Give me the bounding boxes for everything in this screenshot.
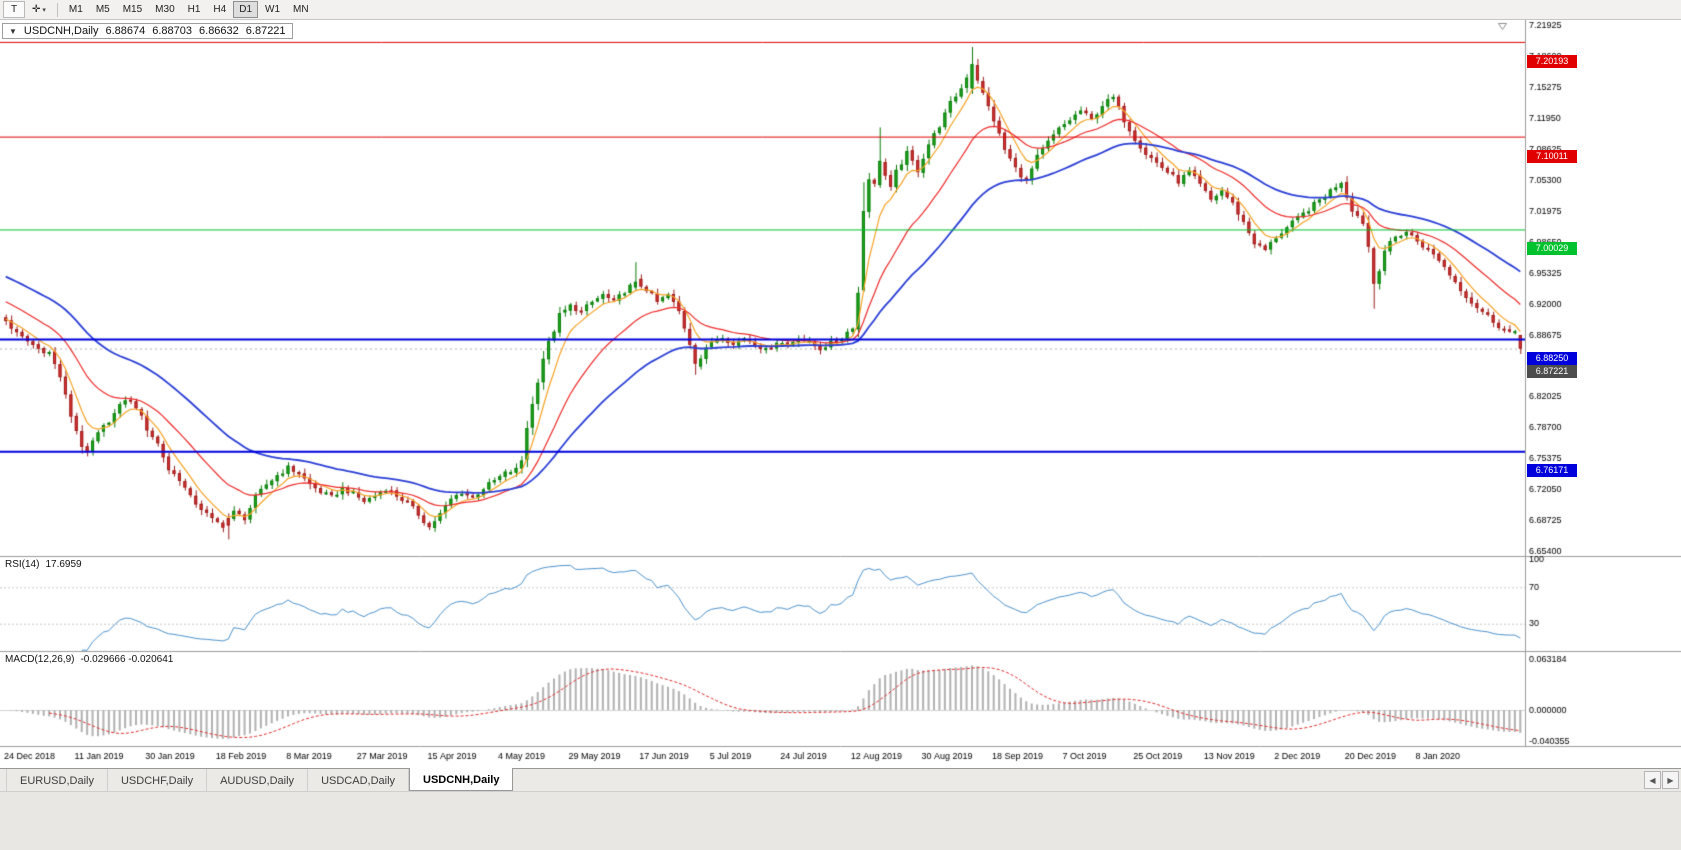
rsi-value: 17.6959: [45, 559, 82, 570]
toolbar-separator: [56, 2, 58, 17]
rsi-indicator-label: RSI(14) 17.6959: [5, 559, 82, 570]
high-value: 6.88703: [152, 25, 193, 37]
tab-usdcad-daily[interactable]: USDCAD,Daily: [308, 769, 410, 791]
text-tool-button[interactable]: T: [3, 1, 25, 18]
tab-eurusd-daily[interactable]: EURUSD,Daily: [6, 769, 108, 791]
chart-tabs-bar: EURUSD,Daily USDCHF,Daily AUDUSD,Daily U…: [0, 768, 1681, 791]
tab-usdchf-daily[interactable]: USDCHF,Daily: [108, 769, 208, 791]
open-value: 6.88674: [105, 25, 146, 37]
dropdown-caret-icon: ▾: [42, 6, 46, 14]
price-level-tag[interactable]: 7.20193: [1527, 54, 1577, 68]
tab-audusd-daily[interactable]: AUDUSD,Daily: [207, 769, 309, 791]
rsi-name: RSI(14): [5, 559, 40, 570]
timeframe-mn-button[interactable]: MN: [287, 1, 315, 18]
price-level-tag[interactable]: 7.00029: [1527, 242, 1577, 256]
timeframe-m30-button[interactable]: M30: [149, 1, 180, 18]
timeframe-m5-button[interactable]: M5: [90, 1, 116, 18]
toolbar: T ✛ ▾ M1 M5 M15 M30 H1 H4 D1 W1 MN: [0, 0, 1681, 20]
tab-usdcnh-daily[interactable]: USDCNH,Daily: [409, 768, 514, 791]
ohlc-readout: ▼ USDCNH,Daily 6.88674 6.88703 6.86632 6…: [2, 23, 293, 39]
price-level-tag[interactable]: 6.88250: [1527, 351, 1577, 365]
symbol-label: USDCNH,Daily: [23, 25, 99, 37]
timeframe-h4-button[interactable]: H4: [207, 1, 232, 18]
tab-scroll-right-button[interactable]: ▶: [1662, 771, 1679, 789]
status-strip: [0, 791, 1681, 850]
chart-canvas[interactable]: [0, 20, 1681, 768]
close-value: 6.87221: [245, 25, 286, 37]
macd-name: MACD(12,26,9): [5, 654, 75, 665]
text-tool-icon: T: [10, 4, 18, 15]
timeframe-d1-button[interactable]: D1: [233, 1, 259, 18]
timeframe-w1-button[interactable]: W1: [259, 1, 286, 18]
low-value: 6.86632: [199, 25, 239, 37]
crosshair-icon: ✛: [32, 4, 41, 15]
tab-scroll-controls: ◀ ▶: [1644, 771, 1679, 789]
tab-scroll-left-button[interactable]: ◀: [1644, 771, 1661, 789]
timeframe-m15-button[interactable]: M15: [117, 1, 148, 18]
collapse-icon[interactable]: ▼: [9, 26, 17, 36]
bid-price-tag: 6.87221: [1527, 364, 1577, 378]
macd-value: -0.029666 -0.020641: [80, 654, 174, 665]
price-level-tag[interactable]: 7.10011: [1527, 149, 1577, 163]
timeframe-m1-button[interactable]: M1: [63, 1, 89, 18]
timeframe-h1-button[interactable]: H1: [182, 1, 207, 18]
macd-indicator-label: MACD(12,26,9) -0.029666 -0.020641: [5, 654, 173, 665]
price-level-tag[interactable]: 6.76171: [1527, 464, 1577, 478]
chart-area: ▼ USDCNH,Daily 6.88674 6.88703 6.86632 6…: [0, 20, 1681, 768]
crosshair-tool-button[interactable]: ✛ ▾: [26, 1, 52, 18]
